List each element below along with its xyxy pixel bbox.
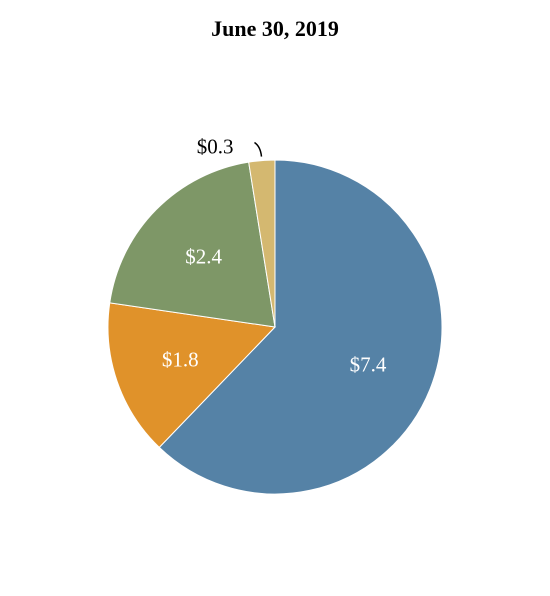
slice-label-4: $0.3 <box>197 135 234 159</box>
pie-slice-4 <box>248 159 276 328</box>
slice-leader-line-4 <box>254 141 263 157</box>
pie-slice-3 <box>109 161 276 328</box>
slice-label-2: $1.8 <box>162 347 199 371</box>
pie-slices <box>107 159 443 495</box>
pie-slice-2 <box>107 302 277 449</box>
pie-slice-1 <box>158 159 443 495</box>
slice-label-1: $7.4 <box>350 352 387 376</box>
pie-labels: $7.4 $1.8 $2.4 $0.3 <box>162 135 387 377</box>
chart-title: June 30, 2019 <box>211 16 339 41</box>
slice-label-3: $2.4 <box>185 245 222 269</box>
